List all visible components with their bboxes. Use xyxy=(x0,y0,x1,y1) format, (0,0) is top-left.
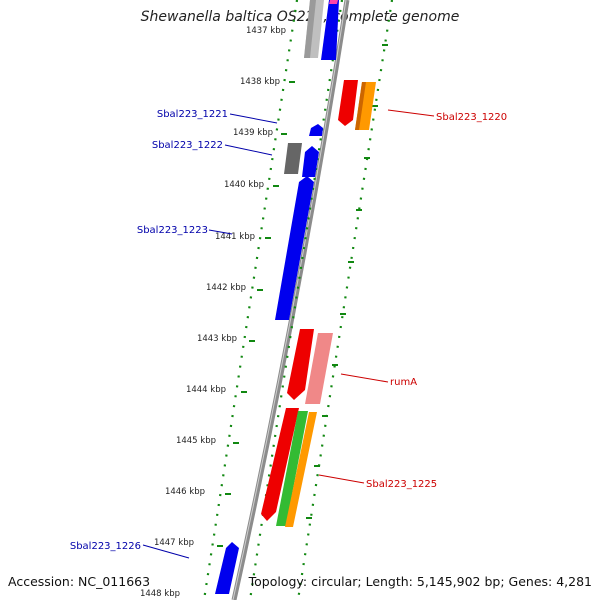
scale-track-left xyxy=(202,0,299,600)
gene-sbal223-1226 xyxy=(215,542,239,594)
gene-rumA-red xyxy=(287,329,314,400)
leader-rumA xyxy=(340,373,389,383)
gene-label-rumA: rumA xyxy=(390,377,417,388)
leader-sbal223-1222 xyxy=(224,144,273,156)
gene-sbal223-1221 xyxy=(309,124,323,136)
accession-label: Accession: NC_011663 xyxy=(8,574,151,589)
genome-title: Shewanella baltica OS223, complete genom… xyxy=(140,9,460,25)
gene-sbal223-1222 xyxy=(302,146,319,177)
scale-label-1446: 1446 kbp xyxy=(165,487,205,497)
scale-label-1439: 1439 kbp xyxy=(233,128,273,138)
scale-label-1440: 1440 kbp xyxy=(224,180,264,190)
gene-label-sbal223-1221: Sbal223_1221 xyxy=(157,109,228,120)
genome-backbone xyxy=(231,0,350,600)
scale-label-1445: 1445 kbp xyxy=(176,436,216,446)
track-inner-right xyxy=(248,0,344,600)
gene-sbal223-1220 xyxy=(338,80,358,126)
gene-rumA xyxy=(305,333,333,404)
gene-sbal223-1225-green xyxy=(276,411,308,526)
scale-label-1437: 1437 kbp xyxy=(246,26,286,36)
label-leader-lines xyxy=(142,109,435,559)
gene-sbal223-1222-gray xyxy=(284,143,302,174)
gene-top-blue xyxy=(321,0,339,60)
gene-sbal223-1225 xyxy=(285,412,317,527)
genome-backbone-highlight xyxy=(232,0,347,600)
gene-label-sbal223-1223: Sbal223_1223 xyxy=(137,225,208,236)
scale-label-1438: 1438 kbp xyxy=(240,77,280,87)
gene-sbal223-1220-orange-shade xyxy=(355,82,366,130)
gene-label-sbal223-1226: Sbal223_1226 xyxy=(70,541,141,552)
gene-label-sbal223-1225: Sbal223_1225 xyxy=(366,479,437,490)
leader-sbal223-1223 xyxy=(208,229,233,235)
gene-top-pink xyxy=(329,0,338,4)
gene-label-sbal223-1220: Sbal223_1220 xyxy=(436,112,507,123)
leader-sbal223-1226 xyxy=(142,544,190,559)
kbp-tick-marks xyxy=(217,44,388,547)
scale-label-1443: 1443 kbp xyxy=(197,334,237,344)
gene-top-gray-shade xyxy=(304,0,316,58)
topology-label: Topology: circular; Length: 5,145,902 bp… xyxy=(248,574,592,589)
track-mid-right xyxy=(296,0,394,600)
gene-sbal223-1223 xyxy=(275,176,314,320)
gene-labels: Sbal223_1220 Sbal223_1221 Sbal223_1222 S… xyxy=(70,109,507,552)
scale-label-1441: 1441 kbp xyxy=(215,232,255,242)
gene-label-sbal223-1222: Sbal223_1222 xyxy=(152,140,223,151)
scale-labels: 1437 kbp 1438 kbp 1439 kbp 1440 kbp 1441… xyxy=(140,26,286,599)
scale-label-1444: 1444 kbp xyxy=(186,385,226,395)
leader-sbal223-1221 xyxy=(229,113,278,124)
scale-label-1448: 1448 kbp xyxy=(140,589,180,599)
leader-sbal223-1220 xyxy=(387,109,435,117)
scale-label-1442: 1442 kbp xyxy=(206,283,246,293)
scale-label-1447: 1447 kbp xyxy=(154,538,194,548)
leader-sbal223-1225 xyxy=(318,474,365,484)
gene-sbal223-1225-red xyxy=(261,408,299,521)
